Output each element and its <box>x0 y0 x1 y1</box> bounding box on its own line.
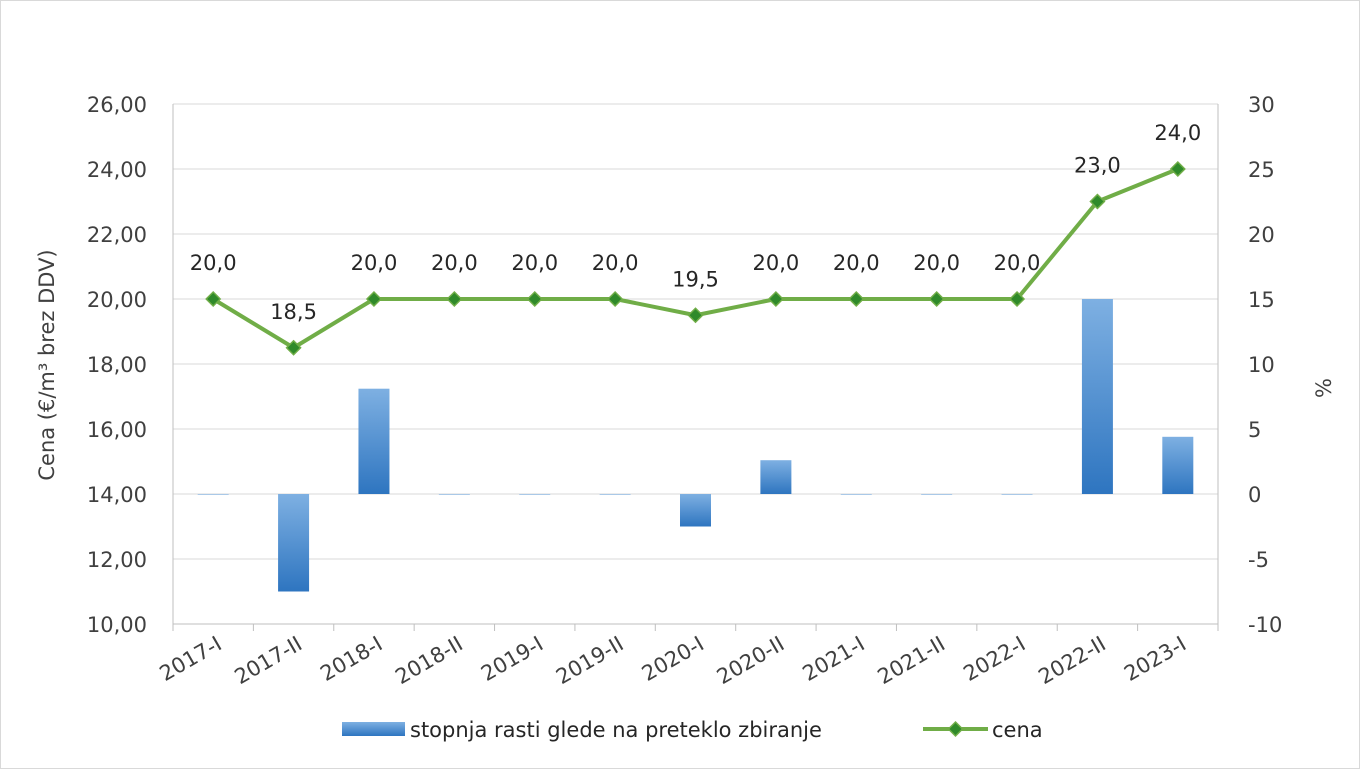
x-tick-label: 2019-I <box>477 632 547 686</box>
bar <box>1001 494 1033 495</box>
y-left-tick-label: 14,00 <box>87 483 147 507</box>
y-left-tick-label: 12,00 <box>87 548 147 572</box>
y-right-tick-label: 5 <box>1248 418 1261 442</box>
line-point <box>446 290 463 308</box>
bar <box>197 494 229 495</box>
legend-bar-label: stopnja rasti glede na preteklo zbiranje <box>410 718 822 742</box>
data-label: 20,0 <box>833 251 880 275</box>
x-tick-label: 2020-II <box>713 632 789 689</box>
x-tick-label: 2023-I <box>1120 632 1190 686</box>
y-right-tick-label: 25 <box>1248 158 1275 182</box>
data-label: 23,0 <box>1074 154 1121 178</box>
x-tick-label: 2018-I <box>316 632 386 686</box>
data-label: 18,5 <box>270 300 317 324</box>
y-right-tick-label: -5 <box>1248 548 1269 572</box>
y-axis-right-title: % <box>1312 378 1336 398</box>
y-left-tick-label: 24,00 <box>87 158 147 182</box>
data-label: 20,0 <box>753 251 800 275</box>
data-label: 20,0 <box>351 251 398 275</box>
line-point <box>365 290 383 308</box>
x-tick-label: 2021-II <box>874 632 950 689</box>
legend-line-label: cena <box>992 718 1043 742</box>
x-tick-label: 2021-I <box>799 632 869 686</box>
bar <box>519 494 551 495</box>
bar <box>599 494 631 495</box>
line-point <box>1089 193 1106 210</box>
data-label: 20,0 <box>994 251 1041 275</box>
y-right-tick-label: -10 <box>1248 613 1282 637</box>
bar <box>358 388 390 494</box>
y-right-tick-label: 0 <box>1248 483 1261 507</box>
data-label: 20,0 <box>592 251 639 275</box>
line-point <box>205 290 222 308</box>
y-left-tick-label: 18,00 <box>87 353 147 377</box>
x-tick-label: 2019-II <box>552 632 628 689</box>
line-point <box>928 290 945 308</box>
data-label: 20,0 <box>913 251 960 275</box>
line-point <box>767 290 784 308</box>
legend: stopnja rasti glede na preteklo zbiranje… <box>342 718 1043 742</box>
bar-series <box>197 299 1194 592</box>
y-left-tick-label: 22,00 <box>87 223 147 247</box>
x-tick-label: 2018-II <box>391 632 467 689</box>
bar <box>760 460 792 494</box>
line-point <box>1169 160 1186 178</box>
bar <box>278 494 310 592</box>
bar <box>1162 436 1194 494</box>
x-tick-label: 2020-I <box>638 632 708 686</box>
line-point <box>848 290 865 308</box>
y-right-tick-label: 20 <box>1248 223 1275 247</box>
y-right-tick-label: 15 <box>1248 288 1275 312</box>
x-tick-label: 2017-II <box>230 632 306 689</box>
data-label: 20,0 <box>431 251 478 275</box>
gridlines <box>173 103 1218 625</box>
line-point <box>285 339 302 356</box>
line-point <box>607 290 624 308</box>
bar <box>438 494 470 495</box>
bar <box>921 494 953 495</box>
x-tick-label: 2022-II <box>1034 632 1110 689</box>
y-left-tick-label: 10,00 <box>87 613 147 637</box>
y-right-tick-label: 30 <box>1248 93 1275 117</box>
bar <box>1081 299 1113 494</box>
line-series <box>205 160 1186 356</box>
y-left-tick-label: 26,00 <box>87 93 147 117</box>
y-right-tick-label: 10 <box>1248 353 1275 377</box>
x-tick-label: 2017-I <box>155 632 225 686</box>
data-label: 20,0 <box>511 251 558 275</box>
data-label: 20,0 <box>190 251 237 275</box>
data-label: 19,5 <box>672 267 719 291</box>
y-left-tick-label: 20,00 <box>87 288 147 312</box>
x-tick-label: 2022-I <box>959 632 1029 686</box>
data-labels: 20,0 18,5 20,0 20,0 20,0 20,0 19,5 20,0 20,0 20,0… <box>190 121 1201 324</box>
line-point <box>1008 290 1026 308</box>
y-axis-left-title: Cena (€/m³ brez DDV) <box>35 249 59 480</box>
line-point <box>687 307 704 324</box>
data-label: 24,0 <box>1154 121 1201 145</box>
legend-bar-swatch <box>342 722 405 736</box>
y-left-tick-label: 16,00 <box>87 418 147 442</box>
legend-line-marker <box>947 720 964 738</box>
line-point <box>526 290 543 308</box>
bar <box>680 494 711 527</box>
bar <box>840 494 872 495</box>
